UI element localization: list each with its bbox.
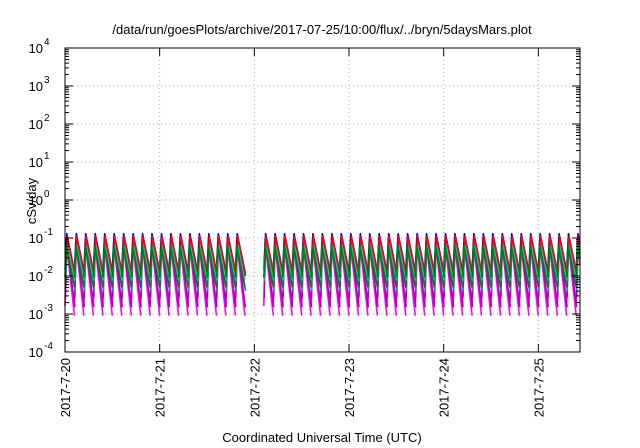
x-tick-label: 2017-7-20: [58, 358, 73, 417]
y-tick-label: 10: [29, 231, 43, 246]
grid: [65, 48, 580, 352]
x-tick-label: 2017-7-23: [342, 358, 357, 417]
x-tick-label: 2017-7-21: [153, 358, 168, 417]
series-line: [65, 235, 581, 277]
y-tick-exponent: 4: [44, 37, 50, 48]
x-tick-label: 2017-7-22: [247, 358, 262, 417]
plot-frame: [64, 47, 581, 353]
y-tick-exponent: 3: [44, 75, 50, 86]
plot-series: [64, 232, 581, 316]
series-line: [64, 232, 581, 274]
y-axis-label: cSv/day: [24, 177, 39, 224]
y-tick-exponent: 2: [44, 113, 50, 124]
y-tick-label: 10: [29, 345, 43, 360]
x-tick-label: 2017-7-25: [531, 358, 546, 417]
y-tick-exponent: -4: [44, 341, 53, 352]
y-tick-label: 10: [29, 193, 43, 208]
y-tick-exponent: 1: [44, 151, 50, 162]
y-tick-label: 10: [29, 307, 43, 322]
y-tick-label: 10: [29, 117, 43, 132]
x-axis-label: Coordinated Universal Time (UTC): [222, 430, 421, 445]
y-tick-label: 10: [29, 79, 43, 94]
y-tick-label: 10: [29, 41, 43, 56]
x-axis: 2017-7-20 2017-7-21 2017-7-22 2017-7-23 2017…: [58, 48, 546, 417]
y-tick-exponent: -2: [44, 265, 53, 276]
y-tick-exponent: -3: [44, 303, 53, 314]
y-tick-exponent: 0: [44, 189, 50, 200]
y-tick-exponent: -1: [44, 227, 53, 238]
chart-title: /data/run/goesPlots/archive/2017-07-25/1…: [112, 22, 532, 37]
x-tick-label: 2017-7-24: [437, 358, 452, 417]
y-tick-label: 10: [29, 155, 43, 170]
y-tick-label: 10: [29, 269, 43, 284]
